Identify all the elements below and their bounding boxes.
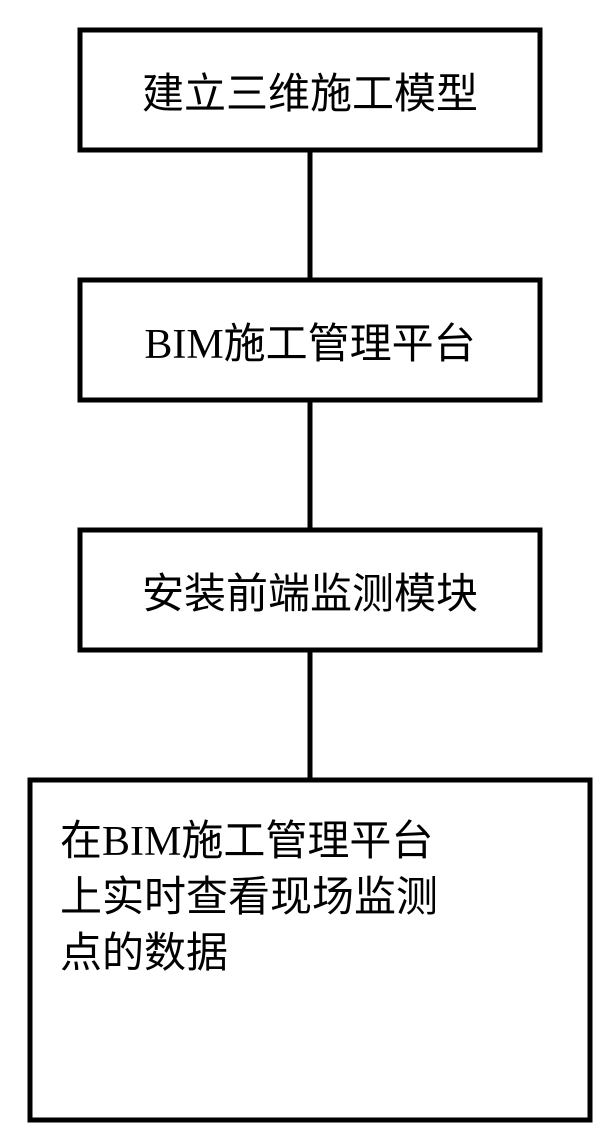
flow-node: 安装前端监测模块 xyxy=(80,530,540,650)
flow-node-label: 在BIM施工管理平台 xyxy=(60,819,433,865)
flow-node-label: BIM施工管理平台 xyxy=(144,322,475,368)
flow-node: 在BIM施工管理平台上实时查看现场监测点的数据 xyxy=(30,780,590,1120)
flow-node-label: 上实时查看现场监测 xyxy=(60,874,438,921)
flow-node: 建立三维施工模型 xyxy=(80,30,540,150)
flowchart-canvas: 建立三维施工模型 BIM施工管理平台安装前端监测模块在BIM施工管理平台上实时查看… xyxy=(0,0,616,1148)
flow-node-label: 安装前端监测模块 xyxy=(142,572,478,618)
flow-node: BIM施工管理平台 xyxy=(80,280,540,400)
flow-node-label: 建立三维施工模型 xyxy=(142,71,478,118)
flow-node-label: 点的数据 xyxy=(60,931,228,977)
